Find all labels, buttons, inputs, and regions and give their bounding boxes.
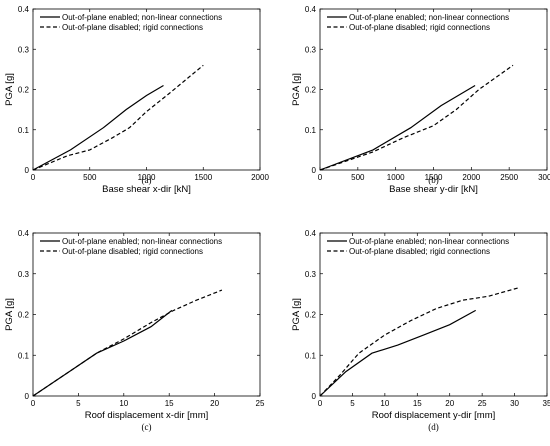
plot-frame — [319, 8, 548, 171]
x-tick-label: 25 — [256, 399, 265, 408]
y-tick-label: 0.2 — [18, 311, 30, 320]
series-line-nonlinear — [319, 309, 476, 397]
x-tick-label: 2500 — [500, 173, 518, 182]
y-tick-label: 0.3 — [305, 45, 317, 54]
x-axis-label: Roof displacement x-dir [mm] — [85, 410, 209, 421]
y-tick-label: 0 — [25, 392, 30, 401]
panel-caption: (a) — [142, 175, 152, 185]
panel-caption: (d) — [428, 422, 439, 432]
series-line-rigid — [319, 64, 514, 171]
y-axis-label: PGA [g] — [291, 73, 302, 106]
y-tick-label: 0.3 — [305, 270, 317, 279]
legend-entry: Out-of-plane enabled; non-linear connect… — [62, 237, 222, 246]
plot-frame — [319, 232, 548, 397]
y-tick-label: 0.3 — [18, 45, 30, 54]
x-tick-label: 35 — [543, 399, 550, 408]
y-tick-label: 0.4 — [18, 229, 30, 238]
y-tick-label: 0.4 — [305, 229, 317, 238]
x-axis-label: Base shear y-dir [kN] — [389, 184, 478, 195]
y-tick-label: 0.1 — [305, 351, 317, 360]
legend-entry: Out-of-plane enabled; non-linear connect… — [349, 237, 509, 246]
x-tick-label: 20 — [210, 399, 219, 408]
y-tick-label: 0.4 — [305, 5, 317, 14]
legend-entry: Out-of-plane disabled; rigid connections — [349, 23, 490, 32]
panel-caption: (c) — [142, 422, 152, 432]
plot-frame — [32, 232, 261, 397]
x-tick-label: 500 — [351, 173, 365, 182]
x-tick-label: 0 — [31, 399, 36, 408]
x-tick-label: 1000 — [387, 173, 405, 182]
y-tick-label: 0.1 — [305, 126, 317, 135]
x-tick-label: 2000 — [462, 173, 480, 182]
panel-caption: (b) — [428, 175, 439, 185]
legend-entry: Out-of-plane disabled; rigid connections — [62, 23, 203, 32]
chart-panel-0: 0 500 1000 1500 2000 0 0.1 0.2 0.3 0.4 Base shear … — [4, 5, 269, 195]
series-line-nonlinear — [319, 84, 476, 171]
y-tick-label: 0 — [312, 392, 317, 401]
y-tick-label: 0.2 — [305, 311, 317, 320]
series-line-rigid — [32, 289, 223, 397]
series-line-rigid — [32, 64, 204, 171]
x-tick-label: 10 — [119, 399, 128, 408]
x-tick-label: 1500 — [425, 173, 443, 182]
chart-panel-3: 0 5 10 15 20 25 30 35 0 0.1 0.2 0.3 0.4 Roof displace… — [291, 229, 550, 432]
x-tick-label: 30 — [510, 399, 519, 408]
y-tick-label: 0.2 — [18, 86, 30, 95]
x-tick-label: 20 — [445, 399, 454, 408]
y-axis-label: PGA [g] — [4, 73, 15, 106]
x-tick-label: 5 — [76, 399, 81, 408]
x-tick-label: 5 — [350, 399, 355, 408]
x-tick-label: 500 — [83, 173, 97, 182]
legend-entry: Out-of-plane enabled; non-linear connect… — [62, 13, 222, 22]
x-tick-label: 0 — [318, 173, 323, 182]
x-tick-label: 0 — [318, 399, 323, 408]
y-tick-label: 0 — [312, 166, 317, 175]
x-tick-label: 0 — [31, 173, 36, 182]
x-tick-label: 15 — [413, 399, 422, 408]
series-line-nonlinear — [32, 84, 164, 171]
y-axis-label: PGA [g] — [291, 298, 302, 331]
x-tick-label: 1500 — [194, 173, 212, 182]
x-tick-label: 10 — [380, 399, 389, 408]
legend-entry: Out-of-plane disabled; rigid connections — [349, 247, 490, 256]
x-tick-label: 15 — [165, 399, 174, 408]
legend-entry: Out-of-plane enabled; non-linear connect… — [349, 13, 509, 22]
x-tick-label: 1000 — [138, 173, 156, 182]
x-tick-label: 25 — [478, 399, 487, 408]
legend-entry: Out-of-plane disabled; rigid connections — [62, 247, 203, 256]
y-axis-label: PGA [g] — [4, 298, 15, 331]
y-tick-label: 0.3 — [18, 270, 30, 279]
y-tick-label: 0.1 — [18, 126, 30, 135]
series-line-rigid — [319, 287, 518, 397]
y-tick-label: 0.2 — [305, 86, 317, 95]
x-axis-label: Roof displacement y-dir [mm] — [372, 410, 496, 421]
y-tick-label: 0.1 — [18, 351, 30, 360]
plot-frame — [32, 8, 261, 171]
y-tick-label: 0 — [25, 166, 30, 175]
chart-panel-2: 0 5 10 15 20 25 0 0.1 0.2 0.3 0.4 Roof displacement… — [4, 229, 265, 432]
x-tick-label: 2000 — [251, 173, 269, 182]
x-axis-label: Base shear x-dir [kN] — [102, 184, 191, 195]
y-tick-label: 0.4 — [18, 5, 30, 14]
